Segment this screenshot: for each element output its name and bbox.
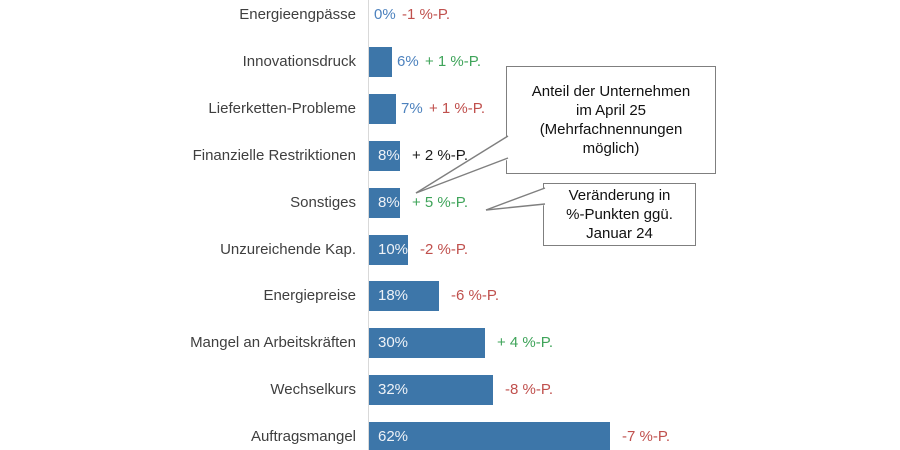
change-label: -8 %-P.	[505, 381, 554, 399]
bar: 8%	[369, 187, 400, 218]
change-label: + 1 %-P.	[425, 52, 482, 70]
callout-line: (Mehrfachnennungen	[539, 121, 683, 138]
axis-baseline	[368, 0, 369, 450]
bar: 62%	[369, 422, 610, 450]
value-label: 8%	[378, 193, 400, 211]
callout-tail-edge	[485, 203, 546, 211]
category-label: Energieengpässe	[239, 6, 356, 23]
callout-tail-edge	[485, 187, 546, 211]
value-label: 18%	[378, 287, 409, 305]
value-label: 6%	[397, 52, 419, 70]
category-label: Lieferketten-Probleme	[208, 99, 356, 117]
value-label: 62%	[378, 428, 409, 446]
category-label: Auftragsmangel	[250, 428, 356, 446]
callout-change-in-points: Veränderung in %-Punkten ggü. Januar 24	[543, 183, 696, 246]
bar: 18%	[369, 281, 439, 312]
bar: 10%	[369, 234, 408, 265]
callout-line: Veränderung in	[568, 187, 671, 204]
change-label: + 4 %-P.	[497, 334, 554, 352]
category-label: Unzureichende Kap.	[220, 240, 356, 258]
callout-line: Januar 24	[586, 225, 653, 242]
category-label: Energiepreise	[263, 287, 356, 305]
callout-tail-change	[486, 187, 547, 210]
value-label: 8%	[378, 146, 400, 164]
value-label: 7%	[401, 99, 423, 117]
category-label: Wechselkurs	[270, 381, 356, 399]
value-label: 30%	[378, 334, 409, 352]
change-label: -1 %-P.	[402, 6, 451, 23]
bar: 30%	[369, 328, 485, 359]
callout-share-of-companies: Anteil der Unternehmen im April 25 (Mehr…	[506, 66, 716, 174]
value-label: 0%	[374, 6, 396, 23]
bar: 8%	[369, 140, 400, 171]
category-label: Mangel an Arbeitskräften	[190, 334, 356, 352]
change-label: + 5 %-P.	[412, 193, 469, 211]
change-label: + 1 %-P.	[429, 99, 486, 117]
bar: 32%	[369, 375, 493, 406]
bar	[369, 46, 392, 77]
callout-line: möglich)	[582, 140, 640, 157]
change-label: -6 %-P.	[451, 287, 500, 305]
category-label: Innovationsdruck	[242, 52, 356, 70]
value-label: 32%	[378, 381, 409, 399]
change-label: -2 %-P.	[420, 240, 469, 258]
callout-line: im April 25	[575, 102, 647, 119]
change-label: -7 %-P.	[622, 428, 671, 446]
value-label: 10%	[378, 240, 408, 258]
category-label: Sonstiges	[290, 193, 356, 211]
bar	[369, 93, 396, 124]
category-label: Finanzielle Restriktionen	[192, 146, 356, 164]
callout-line: Anteil der Unternehmen	[531, 83, 691, 100]
change-label: + 2 %-P.	[412, 146, 469, 164]
callout-line: %-Punkten ggü.	[566, 206, 673, 223]
